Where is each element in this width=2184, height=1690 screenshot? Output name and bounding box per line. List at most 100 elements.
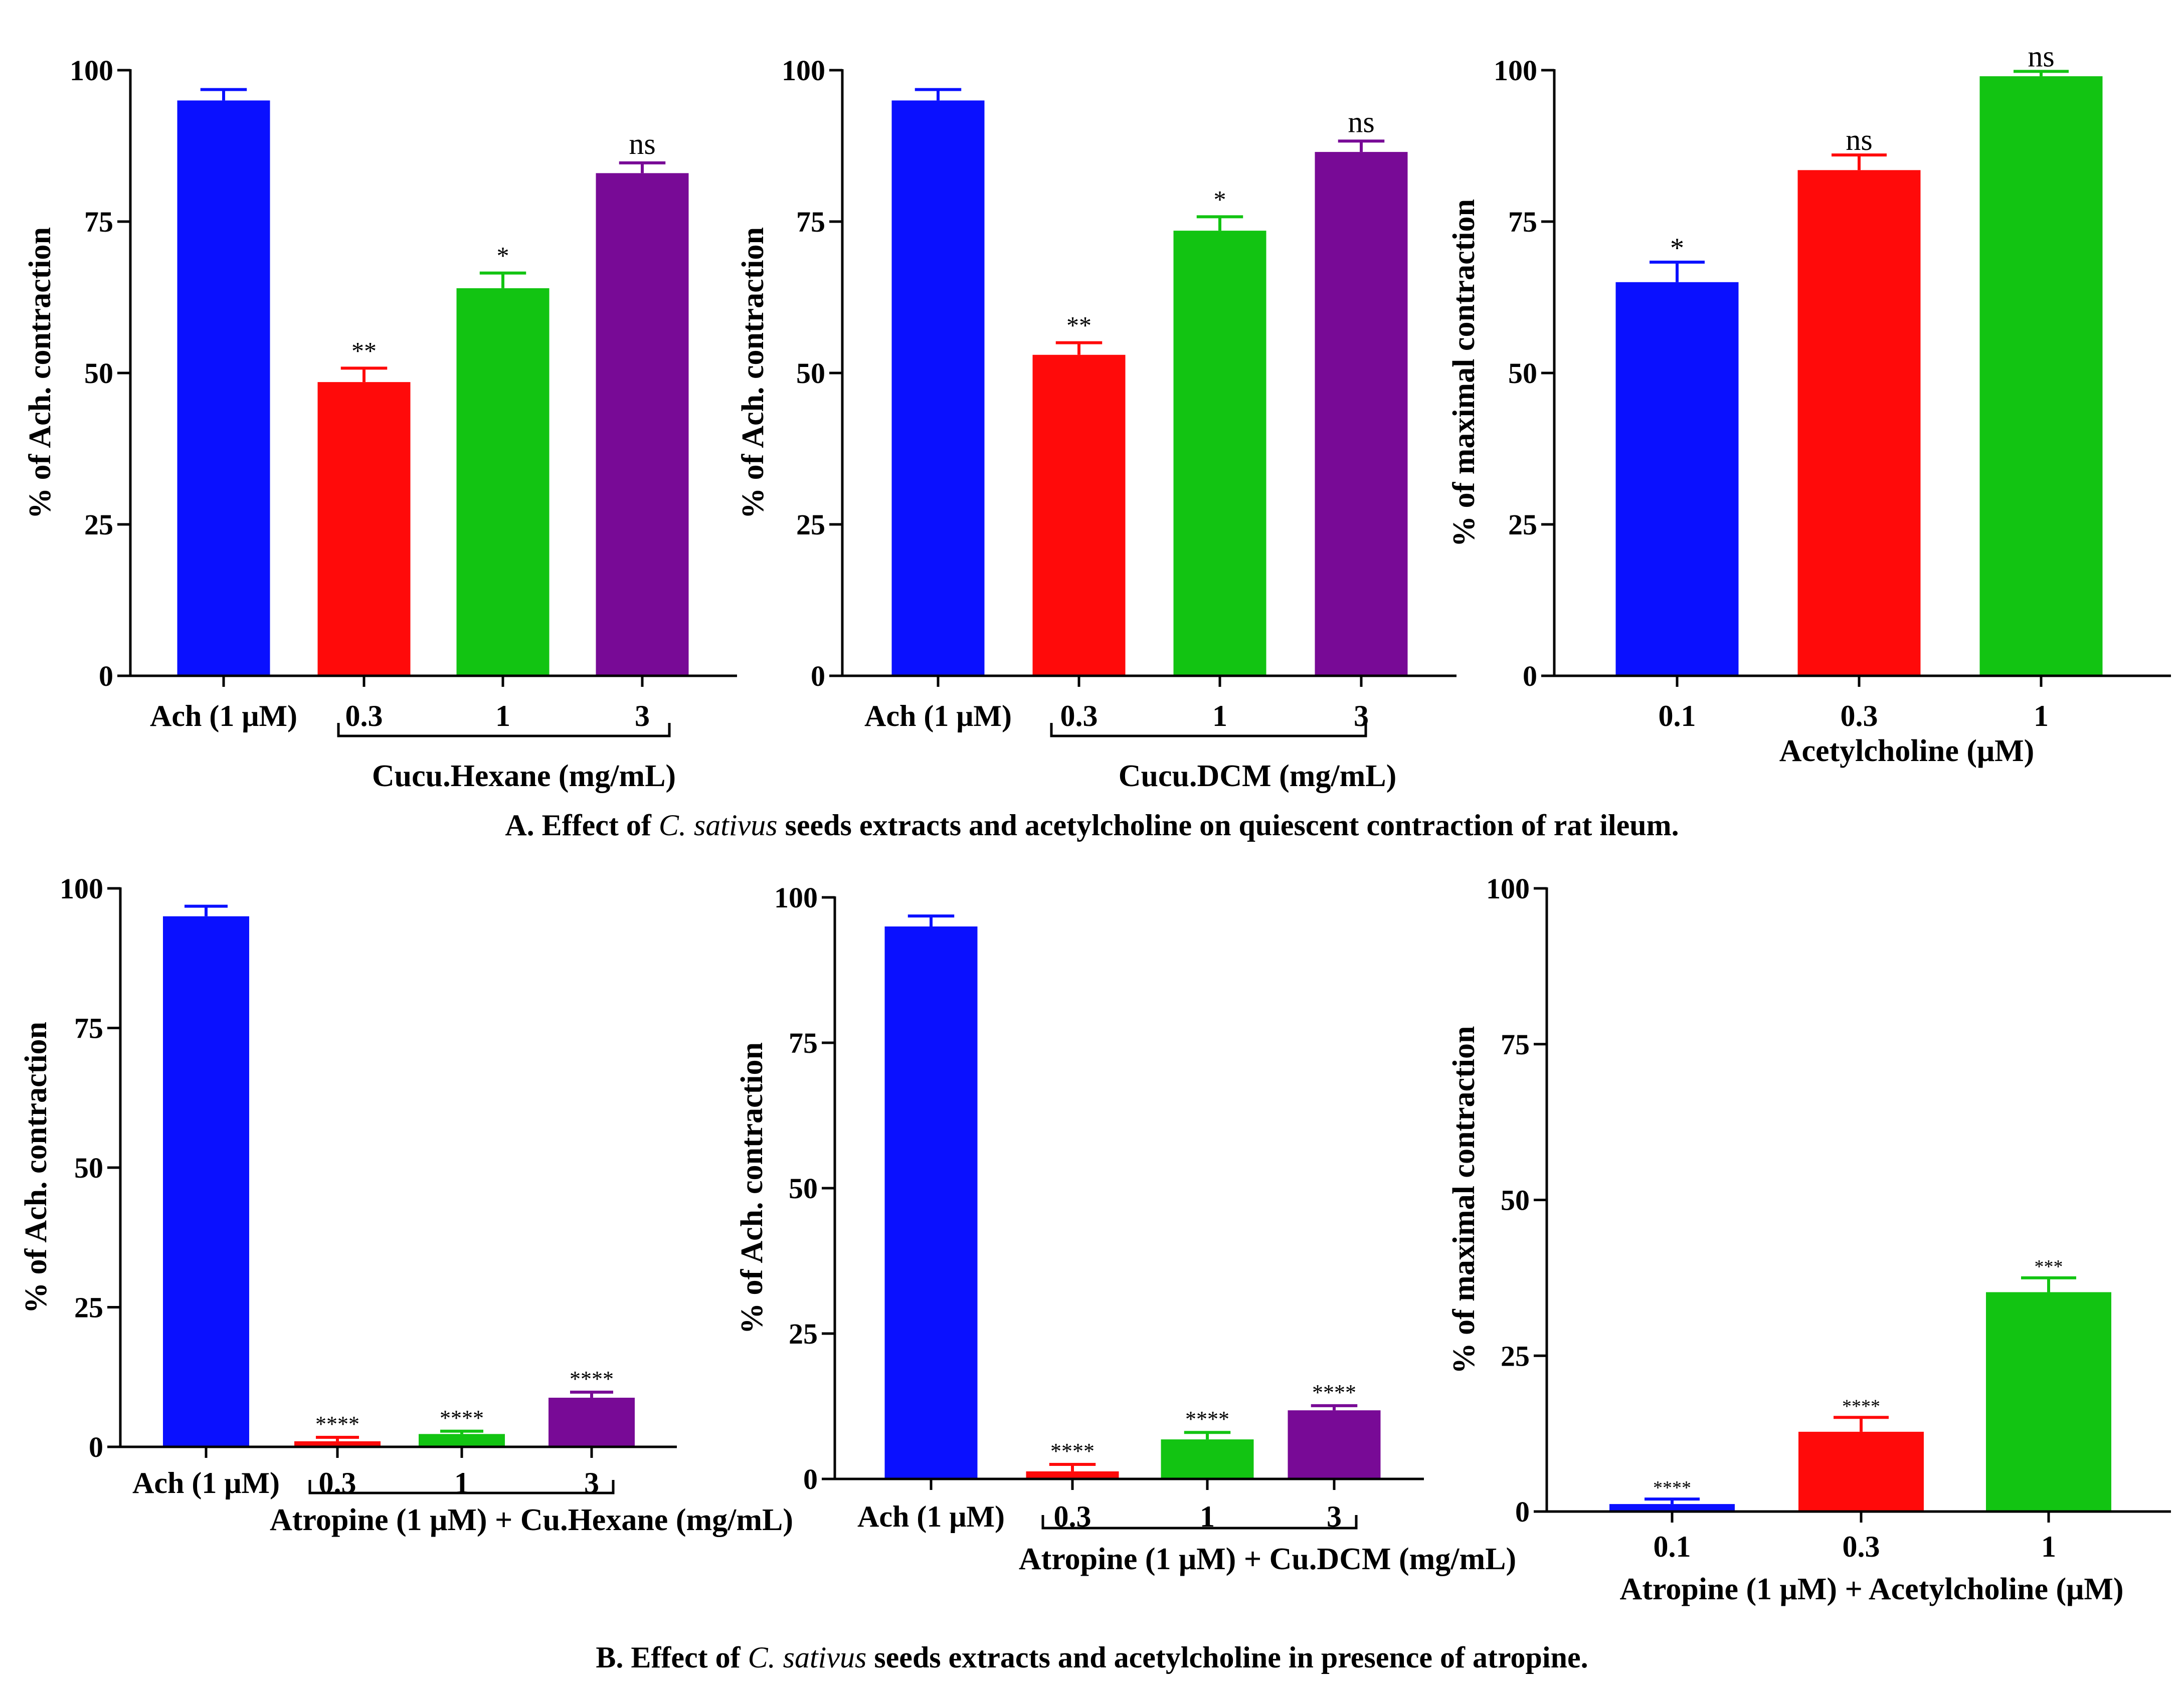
x-tick-label: 0.1 [1659, 699, 1696, 732]
x-axis-title: Cucu.DCM (mg/mL) [1119, 759, 1397, 793]
x-tick-label: Ach (1 μM) [132, 1466, 280, 1499]
x-axis-title: Atropine (1 μM) + Cu.Hexane (mg/mL) [270, 1503, 793, 1537]
caption-a-species: C. sativus [658, 809, 778, 842]
y-tick-label: 100 [774, 881, 818, 914]
y-tick-label: 25 [84, 508, 113, 541]
caption-a: A. Effect of C. sativus seeds extracts a… [505, 809, 1679, 842]
x-tick-label: 0.3 [1060, 699, 1098, 732]
x-tick-label: 3 [584, 1466, 599, 1499]
bar [596, 173, 689, 676]
y-tick-label: 75 [789, 1027, 818, 1059]
y-tick-label: 50 [74, 1152, 103, 1184]
bar [1797, 170, 1921, 676]
bar [1986, 1292, 2111, 1512]
y-tick-label: 25 [1501, 1340, 1530, 1372]
dose-bracket [308, 1480, 615, 1494]
significance-label: **** [440, 1406, 484, 1430]
x-tick-label: 0.3 [345, 699, 383, 732]
y-tick-label: 50 [796, 357, 825, 390]
x-tick-label: Ach (1 μM) [857, 1500, 1005, 1533]
y-tick-label: 75 [1508, 206, 1537, 238]
significance-label: ** [1066, 311, 1091, 339]
y-tick-label: 50 [1501, 1184, 1530, 1217]
x-tick-label: 3 [635, 699, 650, 732]
significance-label: *** [2035, 1256, 2063, 1277]
y-tick-label: 25 [789, 1318, 818, 1350]
y-tick-label: 0 [811, 660, 825, 692]
bar [1026, 1471, 1119, 1479]
significance-label: **** [570, 1367, 614, 1391]
y-tick-label: 75 [1501, 1028, 1530, 1061]
y-tick-label: 100 [782, 54, 825, 87]
y-tick-label: 0 [1523, 660, 1537, 692]
significance-label: ns [1348, 105, 1374, 138]
y-tick-label: 100 [60, 872, 103, 905]
y-tick-label: 25 [74, 1291, 103, 1324]
bar [419, 1434, 505, 1447]
y-axis-title: % of Ach. contraction [19, 1022, 53, 1313]
significance-label: * [497, 242, 509, 270]
bar [884, 926, 978, 1479]
significance-label: * [1670, 233, 1684, 264]
chart-panel-b1: **** **** **** 0 25 50 75 100 Ach (1 μM) 0.3 1 3 Atr… [19, 872, 793, 1537]
bar [1161, 1439, 1254, 1479]
bar [891, 100, 985, 676]
significance-label: **** [1050, 1439, 1095, 1463]
bar [1615, 282, 1739, 676]
x-tick-label: 0.3 [1843, 1530, 1880, 1563]
y-tick-label: 50 [1508, 357, 1537, 390]
bar [317, 382, 411, 676]
y-tick-label: 100 [1494, 54, 1537, 87]
significance-label: **** [1312, 1380, 1356, 1405]
x-tick-label: Ach (1 μM) [150, 699, 297, 732]
bar [456, 288, 550, 676]
x-axis-title: Cucu.Hexane (mg/mL) [372, 759, 676, 793]
y-tick-label: 100 [70, 54, 113, 87]
y-tick-label: 0 [803, 1463, 818, 1495]
bar [294, 1441, 381, 1447]
y-axis-title: % of maximal contraction [1447, 199, 1481, 547]
x-tick-label: Ach (1 μM) [864, 699, 1012, 732]
y-tick-label: 0 [99, 660, 113, 692]
dose-bracket [337, 723, 671, 737]
y-axis-title: % of Ach. contraction [23, 227, 57, 519]
y-axis-title: % of Ach. contraction [736, 227, 770, 519]
x-tick-label: 1 [454, 1466, 469, 1499]
caption-b-species: C. sativus [748, 1641, 867, 1674]
x-tick-label: 0.3 [1841, 699, 1878, 732]
bar [1315, 152, 1408, 676]
y-tick-label: 100 [1486, 872, 1530, 905]
y-tick-label: 50 [789, 1172, 818, 1205]
significance-label: **** [1842, 1396, 1880, 1417]
caption-b: B. Effect of C. sativus seeds extracts a… [596, 1641, 1588, 1674]
x-axis-title: Atropine (1 μM) + Cu.DCM (mg/mL) [1019, 1542, 1516, 1576]
significance-label: * [1214, 185, 1226, 213]
x-tick-label: 1 [1212, 699, 1227, 732]
bar [1288, 1410, 1381, 1479]
dose-bracket [1041, 1515, 1358, 1530]
x-axis-title: Atropine (1 μM) + Acetylcholine (μM) [1620, 1572, 2124, 1606]
significance-label: **** [1185, 1407, 1229, 1431]
y-axis-title: % of Ach. contraction [735, 1042, 769, 1334]
bar [163, 916, 249, 1447]
bar [1609, 1504, 1735, 1512]
y-tick-label: 75 [796, 206, 825, 238]
bar [177, 100, 270, 676]
y-tick-label: 75 [74, 1012, 103, 1045]
x-tick-label: 1 [495, 699, 510, 732]
y-tick-label: 0 [89, 1431, 103, 1463]
x-tick-label: 1 [2034, 699, 2049, 732]
x-tick-label: 0.1 [1654, 1530, 1691, 1563]
x-tick-label: 0.3 [319, 1466, 356, 1499]
y-tick-label: 25 [1508, 508, 1537, 541]
y-tick-label: 25 [796, 508, 825, 541]
bar [549, 1397, 635, 1447]
y-tick-label: 75 [84, 206, 113, 238]
significance-label: ** [351, 336, 377, 364]
y-tick-label: 0 [1515, 1495, 1530, 1528]
bar [1032, 354, 1126, 676]
